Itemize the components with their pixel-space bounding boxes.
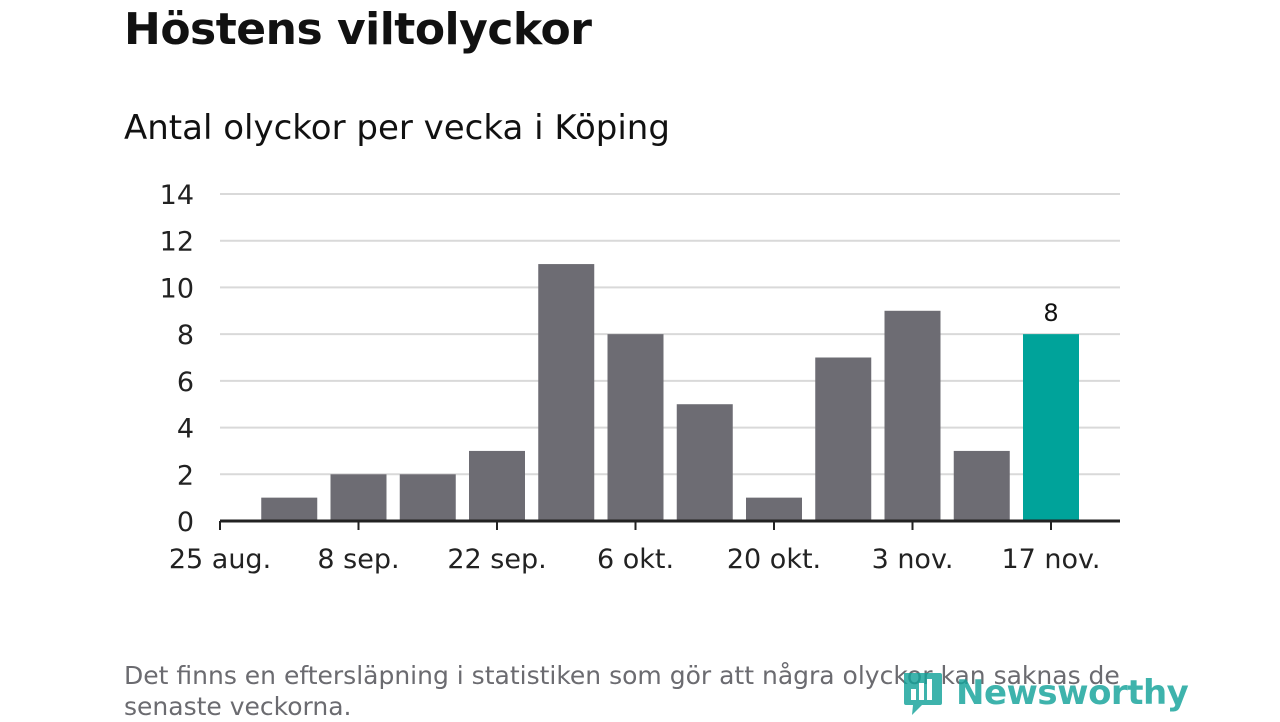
y-tick-label: 2 xyxy=(177,460,194,491)
x-tick-label: 22 sep. xyxy=(447,544,546,575)
chart-subtitle: Antal olyckor per vecka i Köping xyxy=(124,108,670,148)
y-tick-label: 8 xyxy=(177,320,194,351)
y-tick-label: 12 xyxy=(160,227,194,258)
bar xyxy=(607,334,664,521)
x-tick-label: 20 okt. xyxy=(727,544,821,575)
x-tick-label: 25 aug. xyxy=(169,544,271,575)
x-tick-label: 17 nov. xyxy=(1001,544,1100,575)
bar xyxy=(746,497,802,521)
footnote: Det finns en eftersläpning i statistiken… xyxy=(124,661,1120,721)
bar xyxy=(330,474,387,521)
y-tick-label: 0 xyxy=(177,507,194,538)
bar xyxy=(538,264,595,521)
brand: Newsworthy xyxy=(900,668,1189,718)
y-tick-label: 4 xyxy=(177,414,194,445)
bar-chart: 0 2 4 6 8 10 12 14 8 25 aug. 8 sep. 22 sep. 6 okt. 20… xyxy=(160,180,1120,575)
brand-name: Newsworthy xyxy=(956,673,1189,713)
bar xyxy=(815,357,872,521)
bar xyxy=(676,404,733,521)
bar xyxy=(1023,334,1079,521)
bar xyxy=(953,450,1010,521)
x-tick-label: 3 nov. xyxy=(872,544,954,575)
bar xyxy=(884,310,941,521)
y-tick-label: 10 xyxy=(160,273,194,304)
data-label: 8 xyxy=(1043,299,1058,327)
x-tick-label: 6 okt. xyxy=(597,544,674,575)
x-tick-label: 8 sep. xyxy=(317,544,399,575)
newsworthy-logo-icon xyxy=(904,673,942,715)
bar xyxy=(469,450,525,521)
bar xyxy=(261,497,318,521)
bar xyxy=(399,474,456,521)
y-tick-label: 6 xyxy=(177,367,194,398)
chart-title: Höstens viltolyckor xyxy=(124,4,592,55)
y-tick-label: 14 xyxy=(160,180,194,211)
